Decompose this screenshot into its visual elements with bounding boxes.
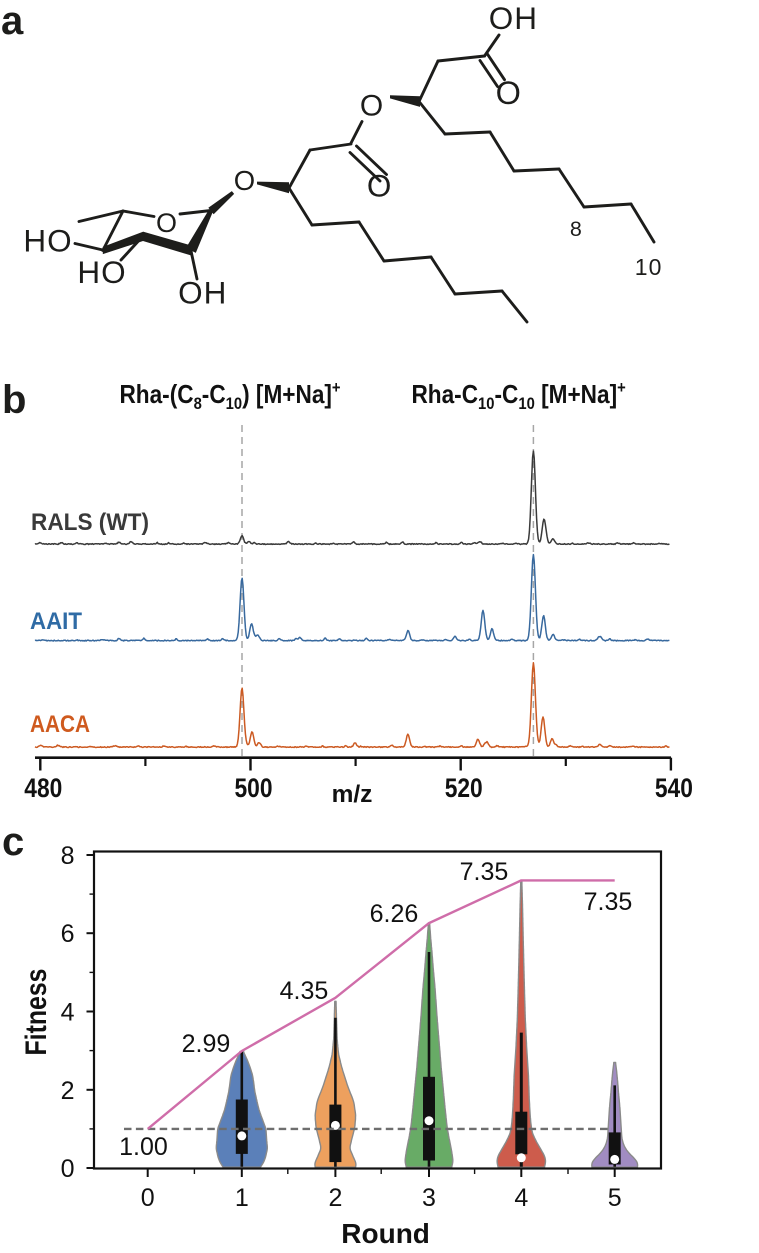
svg-text:4.35: 4.35 bbox=[280, 977, 329, 1005]
svg-text:Rha-(C8-C10) [M+Na]+: Rha-(C8-C10) [M+Na]+ bbox=[119, 379, 340, 413]
svg-text:0: 0 bbox=[141, 1184, 155, 1212]
svg-text:1.00: 1.00 bbox=[119, 1133, 168, 1161]
svg-text:c: c bbox=[2, 820, 24, 864]
svg-text:500: 500 bbox=[235, 773, 273, 803]
svg-text:Fitness: Fitness bbox=[20, 969, 53, 1056]
svg-text:OH: OH bbox=[178, 275, 227, 311]
svg-text:AAIT: AAIT bbox=[30, 608, 82, 635]
svg-text:4: 4 bbox=[514, 1184, 528, 1212]
svg-text:2: 2 bbox=[328, 1184, 342, 1212]
svg-text:a: a bbox=[1, 0, 24, 43]
svg-text:0: 0 bbox=[61, 1155, 75, 1183]
svg-text:O: O bbox=[156, 208, 178, 238]
svg-text:7.35: 7.35 bbox=[460, 858, 509, 886]
svg-text:8: 8 bbox=[570, 217, 583, 241]
svg-text:b: b bbox=[2, 378, 26, 422]
svg-text:O: O bbox=[496, 75, 522, 111]
svg-text:m/z: m/z bbox=[332, 781, 373, 808]
svg-text:O: O bbox=[360, 90, 384, 123]
svg-text:O: O bbox=[234, 165, 256, 196]
svg-text:HO: HO bbox=[23, 222, 72, 258]
svg-text:540: 540 bbox=[655, 773, 693, 803]
svg-text:1: 1 bbox=[235, 1184, 249, 1212]
svg-text:OH: OH bbox=[489, 0, 538, 36]
svg-text:2.99: 2.99 bbox=[182, 1030, 231, 1058]
svg-text:3: 3 bbox=[422, 1184, 436, 1212]
svg-text:2: 2 bbox=[61, 1077, 75, 1105]
svg-text:RALS (WT): RALS (WT) bbox=[31, 509, 149, 536]
svg-text:10: 10 bbox=[635, 254, 663, 280]
svg-text:480: 480 bbox=[24, 773, 62, 803]
svg-text:O: O bbox=[367, 168, 393, 204]
svg-text:Rha-C10-C10 [M+Na]+: Rha-C10-C10 [M+Na]+ bbox=[411, 379, 625, 413]
svg-text:8: 8 bbox=[61, 842, 75, 870]
svg-text:HO: HO bbox=[77, 254, 126, 290]
svg-text:5: 5 bbox=[608, 1184, 622, 1212]
svg-text:Round: Round bbox=[341, 1218, 430, 1249]
svg-text:AACA: AACA bbox=[30, 711, 90, 738]
svg-text:520: 520 bbox=[445, 773, 483, 803]
svg-text:6: 6 bbox=[61, 920, 75, 948]
svg-text:6.26: 6.26 bbox=[370, 900, 419, 928]
svg-text:4: 4 bbox=[61, 999, 75, 1027]
svg-text:7.35: 7.35 bbox=[584, 888, 633, 916]
